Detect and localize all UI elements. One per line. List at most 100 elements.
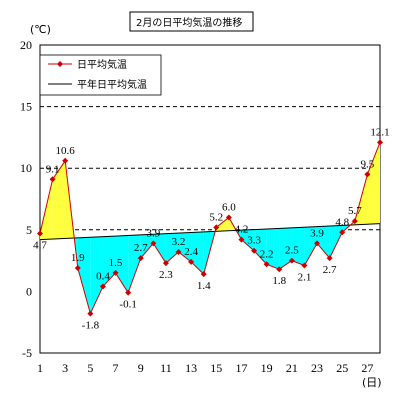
- daily-temperature-markers: [37, 139, 383, 317]
- data-label-day-26: 5.7: [348, 205, 362, 217]
- x-tick-15: 15: [210, 361, 222, 375]
- y-tick-20: 20: [20, 38, 32, 52]
- x-tick-21: 21: [286, 361, 298, 375]
- data-point-day-10: [150, 240, 157, 247]
- data-label-day-15: 5.2: [209, 211, 223, 223]
- y-axis-unit: (℃): [30, 23, 51, 36]
- x-tick-27: 27: [361, 361, 373, 375]
- below-normal-area: [77, 237, 91, 314]
- normal-temperature-line: [39, 223, 381, 241]
- data-point-day-20: [276, 266, 283, 273]
- data-label-day-12: 3.2: [172, 236, 186, 248]
- data-label-day-1: 4.7: [33, 239, 47, 251]
- data-point-day-8: [125, 289, 132, 296]
- data-label-day-25: 4.8: [335, 216, 349, 228]
- below-normal-area: [153, 233, 166, 264]
- data-label-day-9: 2.7: [134, 242, 148, 254]
- daily-temperature-line: [39, 142, 381, 316]
- data-point-day-25: [339, 229, 346, 236]
- data-point-day-15: [213, 224, 220, 231]
- x-tick-5: 5: [87, 361, 93, 375]
- data-label-day-20: 1.8: [272, 275, 286, 287]
- below-normal-area: [329, 225, 343, 259]
- data-label-day-13: 2.4: [184, 246, 198, 258]
- data-point-day-9: [137, 255, 144, 262]
- x-tick-13: 13: [185, 361, 197, 375]
- data-point-day-7: [112, 269, 119, 276]
- x-tick-17: 17: [235, 361, 247, 375]
- data-label-day-28: 12.1: [370, 126, 389, 138]
- data-label-day-8: -0.1: [119, 299, 136, 311]
- y-tick-15: 15: [20, 100, 32, 114]
- below-normal-area: [254, 228, 267, 265]
- data-label-day-7: 1.5: [109, 257, 123, 269]
- chart-title-frame: [129, 11, 254, 32]
- data-point-day-18: [251, 247, 258, 254]
- data-point-day-11: [162, 260, 169, 267]
- x-axis-unit: (日): [362, 376, 382, 389]
- above-normal-area: [367, 142, 380, 225]
- data-point-day-13: [188, 258, 195, 265]
- data-point-day-12: [175, 248, 182, 255]
- data-label-day-11: 2.3: [159, 269, 173, 281]
- y-tick-10: 10: [20, 161, 32, 175]
- x-tick-7: 7: [113, 361, 119, 375]
- plot-area: [39, 44, 381, 354]
- data-point-day-4: [74, 264, 81, 271]
- data-labels: 4.79.110.61.9-1.80.41.5-0.12.73.92.33.22…: [33, 126, 390, 331]
- x-tick-25: 25: [336, 361, 348, 375]
- above-normal-area: [52, 160, 66, 240]
- x-tick-3: 3: [62, 361, 68, 375]
- y-axis-ticks: -5 0 5 10 15 20: [20, 38, 32, 360]
- x-tick-19: 19: [261, 361, 273, 375]
- below-normal-area: [241, 229, 255, 251]
- data-label-day-27: 9.5: [361, 158, 375, 170]
- chart-title: 2月の日平均気温の推移: [136, 16, 242, 29]
- below-normal-area: [178, 232, 192, 262]
- below-normal-area: [291, 227, 305, 266]
- data-label-day-10: 3.9: [146, 227, 160, 239]
- data-label-day-18: 3.3: [247, 235, 261, 247]
- data-point-day-19: [263, 261, 270, 268]
- data-label-day-17: 4.2: [235, 224, 249, 236]
- x-tick-1: 1: [37, 361, 43, 375]
- data-point-day-22: [301, 262, 308, 269]
- data-point-day-28: [377, 139, 383, 146]
- data-point-day-27: [364, 171, 371, 178]
- data-point-day-1: [37, 230, 43, 237]
- daily-line: [39, 142, 381, 316]
- data-label-day-19: 2.2: [260, 248, 274, 260]
- below-normal-area: [165, 233, 179, 264]
- data-label-day-24: 2.7: [323, 264, 337, 276]
- below-normal-area: [102, 236, 116, 287]
- data-point-day-3: [62, 157, 69, 164]
- legend-normal-label: 平年日平均気温: [77, 78, 147, 91]
- below-normal-area: [304, 226, 318, 266]
- data-point-day-16: [225, 214, 232, 221]
- below-normal-area: [140, 234, 154, 259]
- data-point-day-24: [326, 255, 333, 262]
- data-label-day-4: 1.9: [71, 252, 85, 264]
- legend-daily-label: 日平均気温: [77, 58, 127, 71]
- data-point-day-21: [288, 257, 295, 264]
- below-normal-area: [317, 226, 330, 259]
- data-point-day-5: [87, 310, 94, 317]
- data-point-day-2: [49, 176, 56, 183]
- data-label-day-16: 6.0: [222, 201, 236, 213]
- below-normal-area: [191, 231, 204, 275]
- data-label-day-23: 3.9: [310, 227, 324, 239]
- data-point-day-26: [351, 218, 358, 225]
- data-label-day-14: 1.4: [197, 280, 211, 292]
- x-axis-ticks: 1 3 5 7 9 11 13 15 17 19 21 23 25 27: [37, 361, 373, 375]
- data-point-day-6: [99, 283, 106, 290]
- y-tick-5: 5: [26, 223, 32, 237]
- below-normal-area: [115, 235, 129, 293]
- data-label-day-3: 10.6: [56, 145, 76, 157]
- y-tick--5: -5: [22, 346, 32, 360]
- x-tick-11: 11: [160, 361, 172, 375]
- data-label-day-5: -1.8: [82, 320, 100, 332]
- y-tick-0: 0: [26, 284, 32, 298]
- above-normal-area: [216, 217, 229, 232]
- data-label-day-21: 2.5: [285, 245, 299, 257]
- below-normal-area: [279, 227, 292, 270]
